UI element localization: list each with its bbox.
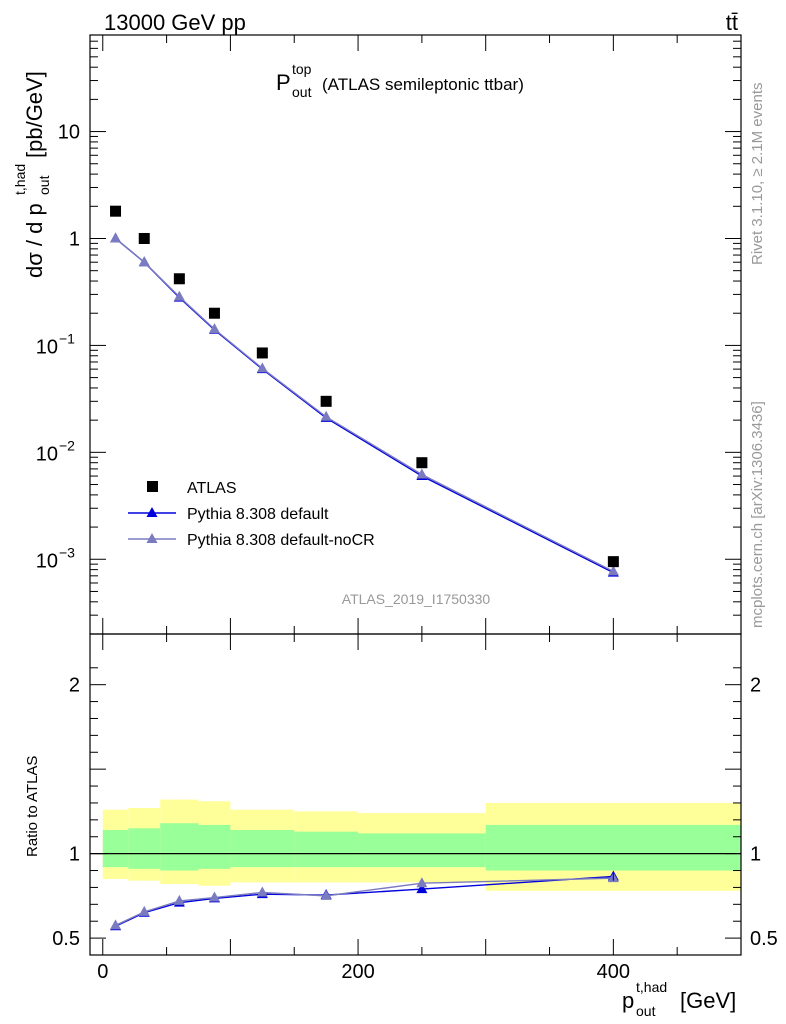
y-tick-label-base: 10 xyxy=(36,443,58,465)
atlas-data-point xyxy=(320,395,332,407)
mc-point xyxy=(173,290,185,301)
xlabel-sup: t,had xyxy=(636,979,667,995)
axis-ticks xyxy=(90,34,742,955)
ratio-point xyxy=(208,891,220,902)
stat-uncertainty-band xyxy=(102,829,129,868)
ylabel-sub: out xyxy=(36,175,52,195)
ratio-y-tick-label: 1 xyxy=(69,844,80,866)
mc-point xyxy=(416,468,428,479)
energy-label: 13000 GeV pp xyxy=(104,10,246,35)
y-tick-label-exponent: −2 xyxy=(59,437,75,453)
mc-point xyxy=(208,323,220,334)
xlabel-sub: out xyxy=(636,1003,656,1019)
legend: ATLAS Pythia 8.308 default Pythia 8.308 … xyxy=(128,480,375,549)
y-tick-label-exponent: −3 xyxy=(59,544,75,560)
ratio-point xyxy=(173,894,185,905)
x-tick-label: 0 xyxy=(97,961,108,983)
ratio-series xyxy=(110,870,619,931)
title-main: P xyxy=(276,70,291,95)
x-tick-label: 400 xyxy=(597,961,630,983)
stat-uncertainty-band xyxy=(358,833,486,868)
ratio-series-line xyxy=(115,877,614,927)
atlas-data-point xyxy=(416,457,428,469)
ylabel-main: dσ / d p xyxy=(22,203,47,278)
plot-title: P top out (ATLAS semileptonic ttbar) xyxy=(276,61,524,100)
legend-label-pythia-default: Pythia 8.308 default xyxy=(187,506,329,523)
ratio-y-tick-label-right: 1 xyxy=(750,844,761,866)
ratio-y-tick-label-right: 2 xyxy=(750,675,761,697)
atlas-data-point xyxy=(138,232,150,244)
y-tick-label-exponent: −1 xyxy=(59,330,75,346)
atlas-data-point xyxy=(607,556,619,568)
stat-uncertainty-band xyxy=(160,823,199,871)
mc-point xyxy=(256,362,268,373)
ratio-series-line xyxy=(115,875,614,927)
title-sub: out xyxy=(292,84,312,100)
ratio-y-tick-label-right: 0.5 xyxy=(750,928,778,950)
x-axis-label: p t,had out [GeV] xyxy=(622,979,736,1019)
ratio-point xyxy=(110,919,122,930)
stat-uncertainty-band xyxy=(128,828,161,869)
legend-marker-atlas xyxy=(147,481,158,492)
y-tick-label: 10 xyxy=(58,122,80,144)
process-label: tt̄ xyxy=(726,10,738,35)
ratio-plot-frame xyxy=(89,633,742,956)
ratio-point xyxy=(416,883,428,894)
ratio-point xyxy=(320,889,332,900)
legend-label-pythia-nocr: Pythia 8.308 default-noCR xyxy=(187,532,375,549)
ratio-y-tick-label: 0.5 xyxy=(52,928,80,950)
legend-entry-pythia-default: Pythia 8.308 default xyxy=(128,506,329,523)
mc-point xyxy=(320,410,332,421)
xlabel-main: p xyxy=(622,988,634,1013)
y-tick-label-base: 10 xyxy=(36,336,58,358)
stat-uncertainty-band xyxy=(294,831,359,868)
title-rest: (ATLAS semileptonic ttbar) xyxy=(322,75,524,94)
legend-label-atlas: ATLAS xyxy=(187,480,237,497)
rivet-label: Rivet 3.1.10, ≥ 2.1M events xyxy=(749,83,766,266)
analysis-id: ATLAS_2019_I1750330 xyxy=(342,591,491,607)
stat-uncertainty-band xyxy=(485,824,741,871)
mc-point xyxy=(138,256,150,267)
mc-point xyxy=(607,565,619,576)
y-tick-label-base: 10 xyxy=(36,550,58,572)
atlas-data-point xyxy=(208,307,220,319)
stat-uncertainty-band xyxy=(198,824,231,869)
ratio-uncertainty-bands xyxy=(90,799,741,891)
ylabel-sup: t,had xyxy=(12,164,28,195)
legend-entry-atlas: ATLAS xyxy=(147,480,237,497)
xlabel-unit: [GeV] xyxy=(680,988,736,1013)
atlas-data-point xyxy=(110,205,122,217)
mc-series-line xyxy=(115,237,614,573)
main-y-axis-label: dσ / d p t,had out [pb/GeV] xyxy=(12,71,52,278)
ratio-point xyxy=(256,886,268,897)
legend-entry-pythia-nocr: Pythia 8.308 default-noCR xyxy=(128,532,375,549)
title-sup: top xyxy=(292,61,312,77)
atlas-data-point xyxy=(173,273,185,285)
ratio-point xyxy=(138,905,150,916)
ratio-y-axis-label: Ratio to ATLAS xyxy=(24,756,41,857)
y-tick-label: 1 xyxy=(69,228,80,250)
legend-marker-pythia-nocr xyxy=(146,533,158,543)
atlas-data-point xyxy=(256,347,268,359)
mcplots-label: mcplots.cern.ch [arXiv:1306.3436] xyxy=(749,401,766,628)
stat-uncertainty-band xyxy=(230,829,295,868)
ratio-y-tick-label: 2 xyxy=(69,675,80,697)
ratio-point xyxy=(416,877,428,888)
legend-marker-pythia-default xyxy=(146,507,158,517)
data-markers xyxy=(110,205,619,568)
mc-point xyxy=(110,232,122,243)
ylabel-unit: [pb/GeV] xyxy=(22,71,47,158)
x-tick-label: 200 xyxy=(341,961,374,983)
main-series xyxy=(110,232,619,577)
